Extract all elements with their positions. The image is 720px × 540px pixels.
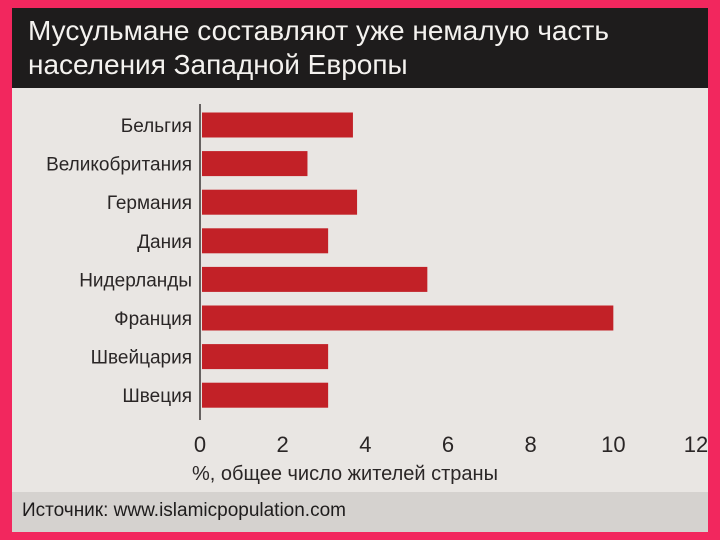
chart-frame: Мусульмане составляют уже немалую часть … xyxy=(12,8,708,532)
chart-title-line-1: Мусульмане составляют уже немалую часть xyxy=(28,15,609,46)
bar-6 xyxy=(202,305,614,331)
source-note: Источник: www.islamicpopulation.com xyxy=(22,500,346,521)
category-label-7: Швейцария xyxy=(91,348,192,369)
category-label-1: Бельгия xyxy=(121,116,192,137)
chart-title-line-2: населения Западной Европы xyxy=(28,49,408,80)
category-label-6: Франция xyxy=(114,309,192,330)
x-tick-label-8: 8 xyxy=(525,432,537,457)
source-band: Источник: www.islamicpopulation.com xyxy=(12,492,708,532)
bar-5 xyxy=(202,266,428,292)
category-label-5: Нидерланды xyxy=(79,270,192,291)
x-axis-label: %, общее число жителей страны xyxy=(192,463,498,485)
category-label-2: Великобритания xyxy=(46,155,192,176)
chart-title: Мусульмане составляют уже немалую часть … xyxy=(28,14,698,82)
x-tick-label-2: 2 xyxy=(277,432,289,457)
bar-3 xyxy=(202,189,358,215)
x-tick-label-0: 0 xyxy=(194,432,206,457)
x-tick-label-10: 10 xyxy=(601,432,625,457)
x-tick-label-6: 6 xyxy=(442,432,454,457)
category-label-8: Швеция xyxy=(122,386,192,407)
bar-chart: Бельгия Великобритания Германия Дания Нидерл… xyxy=(46,104,708,485)
category-label-4: Дания xyxy=(137,232,192,253)
bar-7 xyxy=(202,344,329,370)
bar-1 xyxy=(202,112,353,138)
bar-8 xyxy=(202,382,329,408)
bar-2 xyxy=(202,151,308,177)
x-tick-label-12: 12 xyxy=(684,432,708,457)
title-band: Мусульмане составляют уже немалую часть … xyxy=(12,8,708,88)
category-label-3: Германия xyxy=(107,193,192,214)
x-tick-label-4: 4 xyxy=(359,432,371,457)
bar-4 xyxy=(202,228,329,254)
